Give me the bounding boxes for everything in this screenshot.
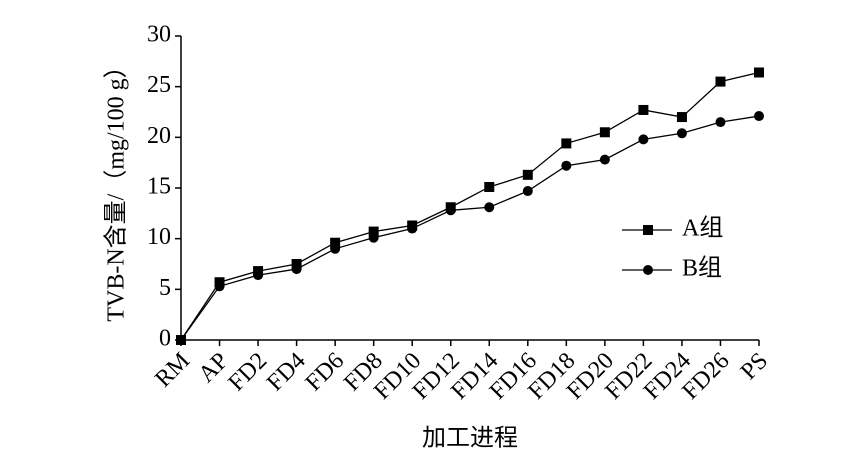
- y-tick-label: 0: [159, 326, 171, 352]
- x-tick-label: FD6: [301, 348, 350, 397]
- point: [484, 181, 495, 192]
- point: [754, 67, 764, 78]
- point: [522, 186, 533, 197]
- series-line: [180, 71, 760, 341]
- x-axis-title: 加工进程: [422, 425, 518, 452]
- point: [599, 127, 610, 138]
- y-axis-title: TVB-N含量/（mg/100 g）: [103, 54, 130, 321]
- point: [368, 226, 379, 237]
- y-tick-label: 25: [147, 72, 171, 98]
- y-tick-label: 30: [147, 22, 171, 48]
- point: [176, 335, 186, 345]
- point: [561, 160, 572, 171]
- point: [291, 264, 302, 275]
- point: [715, 76, 726, 87]
- point: [214, 281, 225, 292]
- point: [484, 202, 495, 213]
- point: [638, 134, 649, 145]
- x-tick-label: RM: [150, 348, 195, 393]
- x-tick-label: FD2: [224, 348, 273, 397]
- point: [445, 205, 456, 216]
- point: [676, 128, 687, 139]
- point: [291, 259, 302, 269]
- legend-marker: [643, 225, 653, 235]
- legend-label: A组: [682, 215, 723, 242]
- point: [253, 270, 264, 281]
- point: [522, 169, 533, 180]
- point: [561, 138, 572, 149]
- legend-label: B组: [682, 255, 722, 282]
- y-tick-label: 20: [147, 123, 171, 149]
- point: [330, 237, 341, 248]
- point: [676, 112, 687, 123]
- point: [754, 111, 764, 122]
- point: [638, 104, 649, 115]
- y-tick-label: 15: [147, 174, 171, 200]
- legend-marker: [643, 265, 653, 275]
- point: [715, 117, 726, 128]
- series-line: [180, 115, 760, 341]
- point: [407, 223, 418, 234]
- point: [368, 232, 379, 243]
- point: [330, 243, 341, 254]
- y-tick-label: 5: [159, 275, 171, 301]
- x-tick-label: PS: [736, 348, 773, 385]
- point: [599, 154, 610, 165]
- y-tick-label: 10: [147, 224, 171, 250]
- x-tick-label: FD4: [262, 348, 311, 397]
